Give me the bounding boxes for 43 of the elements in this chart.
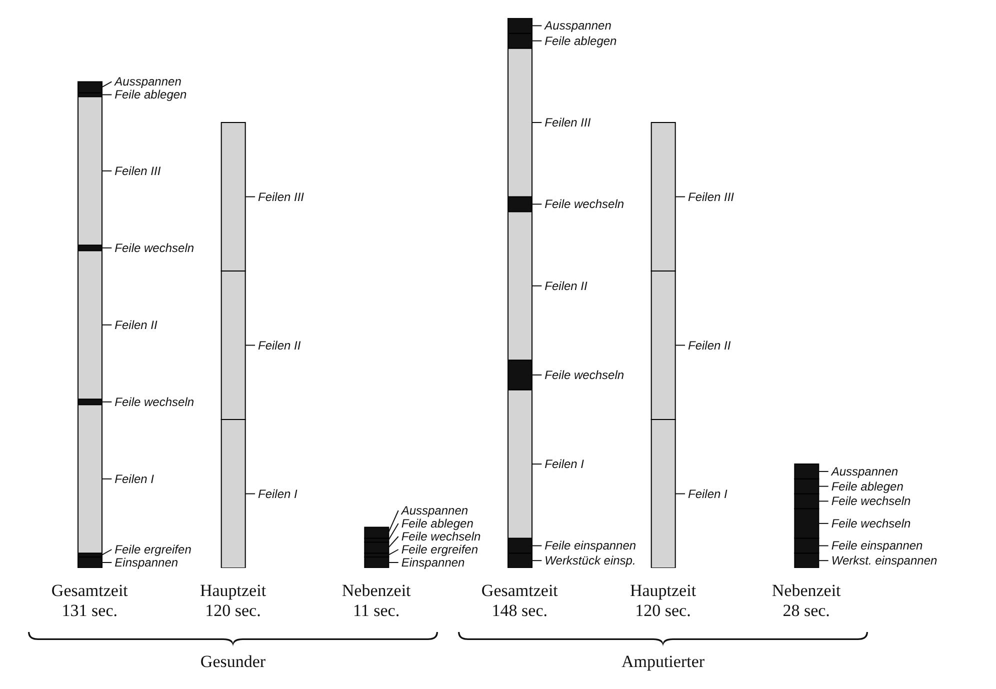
x-tick-label: Nebenzeit 28 sec.	[772, 581, 842, 620]
annotation: Feilen III	[258, 190, 305, 204]
annotation: Ausspannen	[544, 18, 612, 33]
annotation: Ausspannen	[400, 504, 468, 518]
annotation: Feile ablegen	[401, 516, 474, 530]
annotation: Feilen I	[688, 486, 728, 501]
annotation: Feile ablegen	[831, 479, 904, 494]
annotation: Feilen II	[258, 338, 302, 352]
annotation: Feile einspannen	[544, 538, 636, 553]
annotation: Feile wechseln	[114, 394, 194, 409]
annotation: Ausspannen	[830, 464, 898, 478]
annotation: Feile ablegen	[114, 88, 188, 102]
x-tick-label: Nebenzeit 11 sec.	[342, 581, 412, 620]
annotation: Feile ablegen	[544, 34, 618, 48]
annotation: Feilen III	[114, 164, 162, 178]
annotation: Feilen II	[544, 278, 588, 293]
annotation: Feile einspannen	[831, 538, 924, 553]
annotation: Einspannen	[114, 556, 178, 570]
annotation: Feile wechseln	[831, 516, 912, 530]
x-tick-label: Hauptzeit 120 sec.	[200, 581, 266, 620]
annotation: Feile ergreifen	[401, 542, 478, 556]
annotation: Werkst. einspannen	[831, 554, 938, 568]
annotation: Feile wechseln	[401, 530, 482, 544]
annotation: Feilen I	[258, 486, 298, 501]
annotation: Feilen III	[544, 116, 592, 130]
annotation: Ausspannen	[114, 74, 182, 89]
annotation: Feile ergreifen	[114, 542, 192, 556]
annotation: Einspannen	[401, 556, 466, 570]
x-tick-label: Gesamtzeit 148 sec.	[481, 581, 558, 620]
annotation: Feile wechseln	[544, 197, 624, 212]
annotation: Feilen II	[114, 318, 158, 332]
annotation: Feilen I	[114, 472, 155, 486]
annotation: Feile wechseln	[831, 494, 912, 508]
annotation: Werkstück einsp.	[544, 554, 636, 568]
annotation: Feile wechseln	[544, 368, 624, 382]
annotation: Feilen I	[544, 457, 585, 472]
text: Amputierter	[621, 652, 705, 671]
annotation: Feilen III	[688, 190, 735, 204]
annotation: Feilen II	[688, 338, 732, 352]
text: Gesunder	[200, 652, 266, 671]
x-tick-label: Hauptzeit 120 sec.	[630, 581, 696, 620]
x-tick-label: Gesamtzeit 131 sec.	[51, 581, 128, 620]
annotation: Feile wechseln	[114, 240, 194, 255]
